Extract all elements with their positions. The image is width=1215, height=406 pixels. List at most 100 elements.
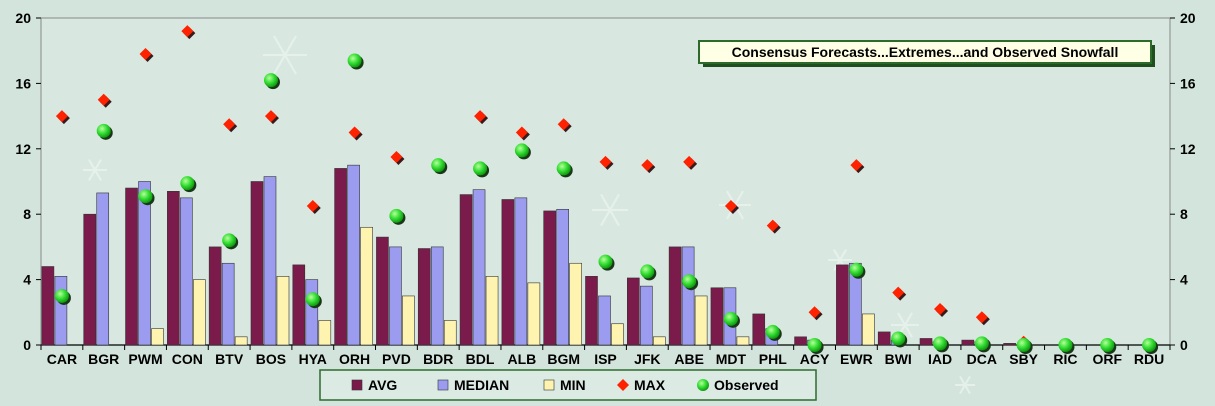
observed-marker (640, 264, 655, 279)
bar-avg (334, 168, 347, 346)
legend-swatch-observed (697, 379, 709, 391)
observed-marker (389, 208, 404, 223)
max-marker (683, 155, 696, 168)
observed-marker (891, 331, 906, 346)
max-marker (97, 93, 110, 106)
snowflake-arm (833, 249, 847, 271)
snowflake (592, 193, 628, 227)
bar-avg (919, 338, 933, 346)
bar-min (569, 262, 582, 346)
max-marker (306, 200, 319, 213)
x-tick-label: CAR (47, 351, 77, 367)
x-tick-label: JFK (634, 351, 660, 367)
y-tick-label-right: 4 (1180, 272, 1188, 288)
legend-label: MEDIAN (454, 377, 509, 393)
x-tick-label: ACY (800, 351, 830, 367)
observed-marker (765, 324, 780, 339)
x-tick-label: ORF (1092, 351, 1122, 367)
bar-min (694, 295, 708, 346)
legend-label: MAX (634, 377, 666, 393)
observed-marker (138, 189, 153, 204)
max-marker (474, 110, 487, 123)
observed-marker (556, 161, 571, 176)
observed-marker (180, 176, 195, 191)
observed-marker (933, 336, 948, 351)
max-marker (348, 126, 361, 139)
x-tick-label: ABE (674, 351, 704, 367)
bar-median (681, 246, 695, 346)
observed-marker (514, 143, 529, 158)
bar-median (221, 262, 235, 346)
bar-min (276, 276, 290, 346)
bar-min (653, 336, 666, 346)
legend-label: MIN (560, 377, 586, 393)
bar-min (527, 282, 541, 346)
x-tick-label: BDR (423, 351, 453, 367)
bar-avg (125, 187, 138, 346)
max-marker (850, 159, 863, 172)
observed-marker (1100, 338, 1115, 352)
bar-avg (752, 313, 766, 346)
max-marker (390, 150, 403, 163)
observed-marker (1142, 338, 1157, 352)
x-tick-label: ISP (594, 351, 617, 367)
markers (54, 25, 1159, 354)
legend: AVG MEDIAN MIN MAX Observed (319, 369, 817, 401)
snowflake (955, 375, 975, 395)
bar-avg (208, 246, 222, 346)
x-tick-label: IAD (928, 351, 952, 367)
x-tick-label: BGM (547, 351, 580, 367)
max-marker (139, 47, 152, 60)
snowflake-arm (959, 375, 971, 395)
x-tick-label: PVD (382, 351, 411, 367)
bar-avg (627, 277, 640, 346)
bar-avg (83, 213, 97, 346)
x-tick-label: BOS (256, 351, 286, 367)
bar-avg (585, 276, 598, 346)
bar-median (598, 295, 611, 346)
y-tick-label-right: 16 (1180, 75, 1196, 91)
bar-min (318, 320, 332, 346)
observed-marker (849, 262, 864, 277)
y-tick-label-left: 16 (15, 75, 31, 91)
bar-min (360, 226, 373, 346)
bar-avg (41, 266, 55, 346)
bar-median (430, 246, 444, 346)
bar-min (193, 279, 206, 346)
observed-marker (431, 158, 446, 173)
chart-title-box: Consensus Forecasts...Extremes...and Obs… (698, 40, 1155, 67)
bar-avg (250, 181, 264, 346)
bar-median (180, 197, 193, 346)
legend-swatch-avg (351, 379, 363, 391)
y-tick-label-right: 8 (1180, 206, 1188, 222)
bar-avg (167, 191, 180, 346)
bar-median (514, 197, 528, 346)
bar-avg (836, 264, 849, 346)
legend-label: Observed (714, 377, 779, 393)
x-tick-label: PHL (759, 351, 787, 367)
bar-avg (376, 236, 389, 346)
observed-marker (598, 254, 613, 269)
x-tick-label: RDU (1134, 351, 1164, 367)
observed-marker (96, 123, 111, 138)
bar-avg (501, 199, 515, 346)
bar-min (234, 336, 248, 346)
bar-median (54, 276, 68, 346)
x-tick-label: RIC (1053, 351, 1077, 367)
bar-min (402, 295, 415, 346)
x-tick-label: PWM (128, 351, 162, 367)
observed-marker (682, 274, 697, 289)
bar-avg (459, 194, 473, 346)
bar-avg (794, 336, 807, 346)
bar-avg (961, 339, 975, 346)
max-marker (808, 306, 821, 319)
bar-median (347, 164, 360, 346)
y-tick-label-left: 20 (15, 10, 31, 26)
y-tick-label-left: 0 (23, 337, 31, 353)
x-tick-label: ORH (339, 351, 370, 367)
observed-marker (222, 233, 237, 248)
x-tick-label: EWR (840, 351, 873, 367)
observed-marker (1016, 338, 1031, 352)
observed-marker (263, 73, 278, 88)
